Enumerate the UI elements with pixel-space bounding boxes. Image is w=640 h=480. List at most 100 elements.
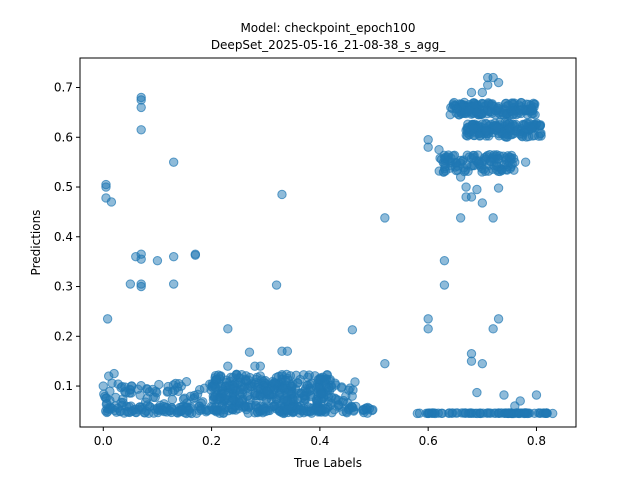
data-point <box>172 382 183 393</box>
data-point <box>461 182 471 192</box>
data-point <box>505 123 515 133</box>
data-point <box>261 395 271 405</box>
data-point <box>125 279 136 289</box>
data-point <box>472 408 482 419</box>
data-point <box>521 118 532 129</box>
data-point <box>472 387 482 398</box>
data-point <box>464 105 475 116</box>
data-point <box>455 172 466 182</box>
data-point <box>534 131 544 141</box>
data-point <box>260 406 271 417</box>
data-point <box>508 98 518 108</box>
data-point <box>135 390 145 400</box>
data-point <box>447 408 457 418</box>
x-tick-label: 0.2 <box>202 434 221 448</box>
data-point <box>136 281 146 292</box>
plot-frame <box>79 57 577 428</box>
data-point <box>484 408 494 418</box>
x-tick-label: 0.8 <box>527 434 546 448</box>
data-point <box>208 391 219 401</box>
data-point <box>173 408 183 418</box>
y-tick-label: 0.2 <box>54 329 73 343</box>
data-point <box>213 370 224 380</box>
data-point <box>283 395 293 406</box>
data-point <box>136 254 146 264</box>
data-point <box>211 383 221 393</box>
data-point <box>367 405 377 416</box>
data-point <box>136 125 146 135</box>
data-point <box>380 358 390 369</box>
data-point <box>452 161 463 171</box>
data-point <box>380 213 390 223</box>
data-point <box>106 197 117 207</box>
data-point <box>144 408 154 419</box>
data-point <box>477 358 488 369</box>
data-point <box>244 347 255 357</box>
data-point <box>109 368 119 379</box>
data-point <box>492 123 503 133</box>
data-point <box>492 165 502 175</box>
y-tick-label: 0.1 <box>54 379 73 393</box>
data-point <box>466 192 477 202</box>
data-point <box>111 392 121 403</box>
data-point <box>271 280 282 290</box>
data-point <box>120 382 130 392</box>
data-point <box>488 213 498 223</box>
data-point <box>520 408 530 418</box>
y-axis-label: Predictions <box>29 210 43 276</box>
data-point <box>281 375 291 386</box>
data-point <box>488 152 498 162</box>
data-point <box>143 400 153 410</box>
data-point <box>440 153 450 163</box>
data-point <box>198 397 208 407</box>
data-point <box>488 324 498 334</box>
data-point <box>423 408 433 419</box>
data-point <box>101 399 112 410</box>
data-point <box>218 408 228 418</box>
data-point <box>267 376 278 387</box>
data-point <box>282 346 293 356</box>
data-point <box>195 384 205 395</box>
data-point <box>167 394 178 405</box>
data-point <box>493 77 504 88</box>
data-point <box>508 109 519 120</box>
data-point <box>503 408 514 418</box>
data-point <box>223 324 233 334</box>
y-tick-label: 0.5 <box>54 180 73 194</box>
data-point <box>101 182 111 192</box>
data-point <box>439 255 450 266</box>
data-point <box>299 407 309 418</box>
data-point <box>287 381 297 392</box>
y-tick-label: 0.6 <box>54 130 73 144</box>
data-point <box>168 279 179 289</box>
data-point <box>480 118 491 128</box>
y-tick-label: 0.4 <box>54 230 73 244</box>
data-point <box>480 166 491 177</box>
x-axis-label: True Labels <box>293 456 362 470</box>
data-point <box>223 361 233 371</box>
data-point <box>347 325 358 335</box>
data-point <box>318 372 328 382</box>
data-point <box>168 251 179 262</box>
chart-title-line2: DeepSet_2025-05-16_21-08-38_s_agg_ <box>211 38 446 52</box>
data-point <box>190 250 201 260</box>
y-tick-label: 0.7 <box>54 81 73 95</box>
data-point <box>483 80 493 90</box>
data-point <box>493 183 504 193</box>
data-point <box>472 184 482 195</box>
data-point <box>98 381 108 391</box>
data-point <box>238 384 248 394</box>
x-tick-label: 0.4 <box>310 434 329 448</box>
data-point <box>481 126 491 137</box>
data-point <box>521 132 532 142</box>
data-point <box>155 400 165 410</box>
data-point <box>358 404 368 415</box>
data-point <box>468 122 478 133</box>
data-point <box>455 213 466 223</box>
data-point <box>504 152 515 162</box>
data-point <box>117 400 127 411</box>
data-point <box>531 390 542 400</box>
data-point <box>535 120 545 131</box>
data-point <box>148 384 158 395</box>
data-point <box>423 142 433 152</box>
